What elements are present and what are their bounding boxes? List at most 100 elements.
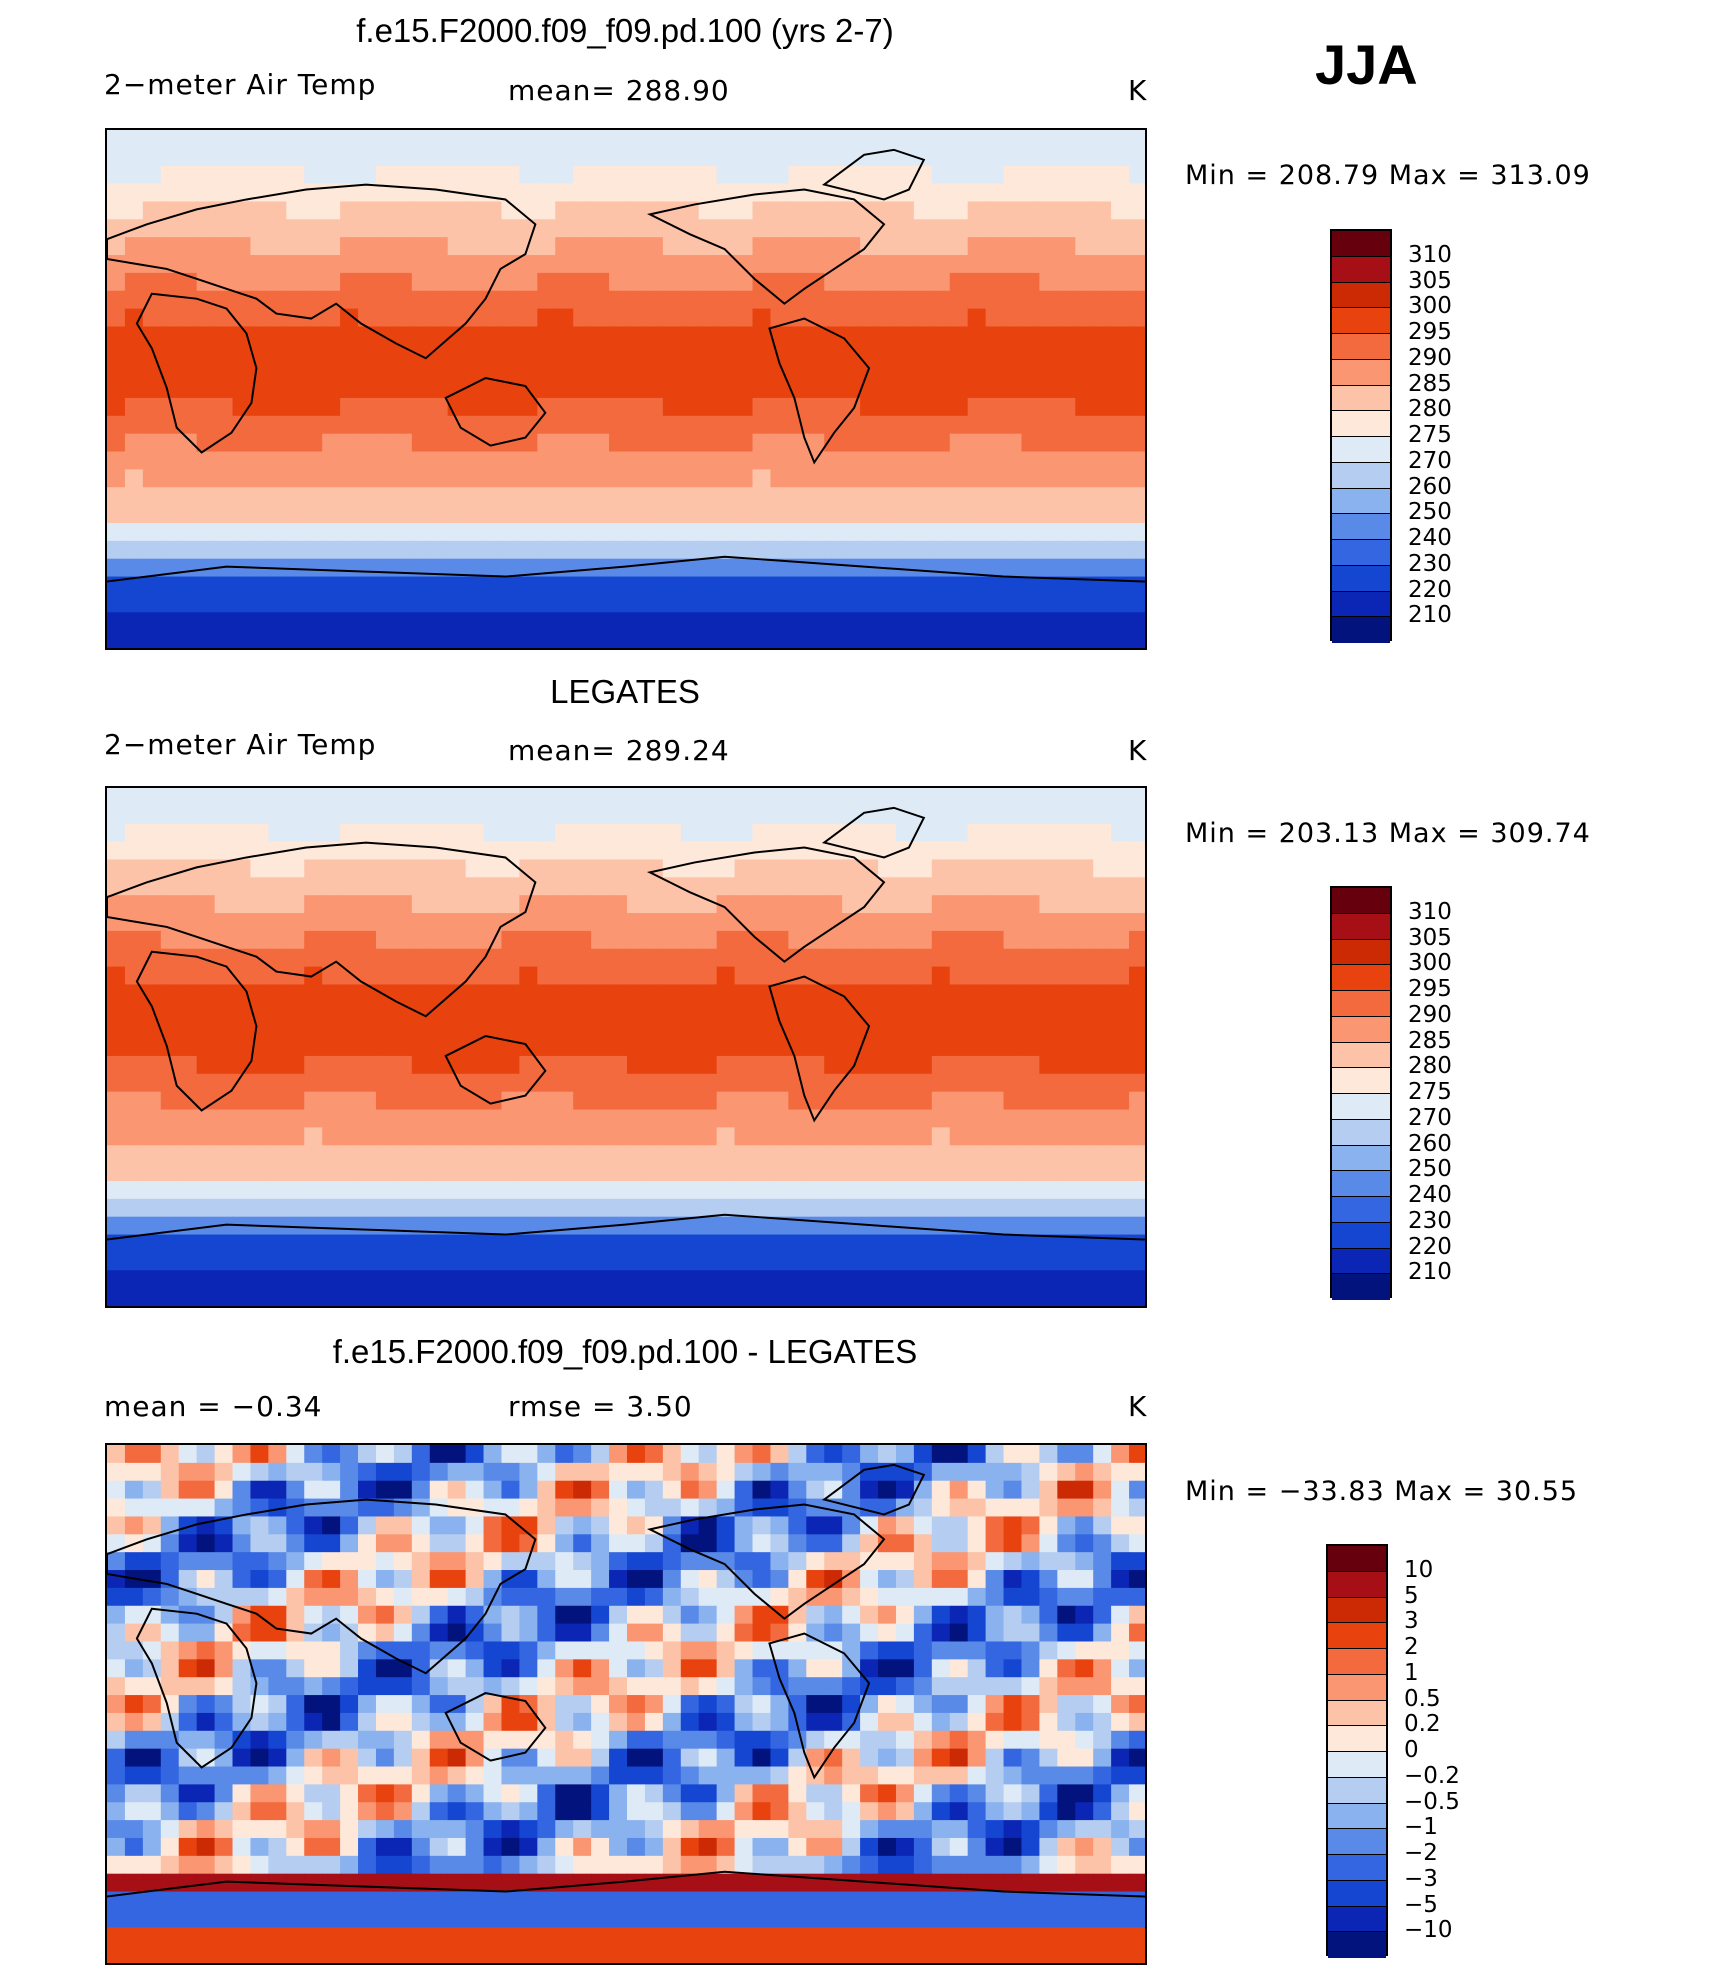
field-cell [895, 877, 915, 896]
field-cell [393, 1552, 413, 1571]
field-cell [752, 612, 771, 631]
field-cell [698, 630, 718, 648]
field-cell [124, 1270, 144, 1289]
field-cell [340, 1216, 359, 1236]
field-cell [196, 1002, 216, 1021]
field-cell [196, 469, 216, 488]
field-cell [644, 930, 664, 950]
field-cell [716, 805, 736, 825]
field-cell [483, 1180, 502, 1200]
field-cell [752, 788, 771, 807]
field-cell [573, 272, 592, 292]
field-cell [716, 788, 736, 807]
field-cell [752, 1748, 771, 1768]
field-cell [770, 1462, 789, 1482]
colorbar-swatch [1332, 1145, 1390, 1172]
field-cell [555, 1891, 574, 1910]
field-cell [1075, 165, 1094, 185]
field-cell [1021, 1534, 1040, 1553]
field-cell [770, 1873, 789, 1893]
panel-1-units: K [1128, 74, 1148, 107]
field-cell [734, 326, 754, 345]
field-cell [214, 540, 234, 560]
field-cell [716, 540, 736, 560]
field-cell [1075, 380, 1094, 399]
colorbar-swatch [1332, 1274, 1390, 1300]
field-cell [519, 1873, 538, 1893]
field-cell [124, 1516, 144, 1535]
field-cell [949, 948, 969, 968]
field-cell [1003, 183, 1022, 202]
field-cell [662, 1002, 682, 1021]
field-cell [286, 859, 305, 878]
field-cell [1003, 397, 1022, 417]
colorbar-tick-label: 305 [1408, 267, 1452, 294]
field-cell [895, 1055, 915, 1075]
field-cell [196, 558, 216, 578]
field-cell [465, 290, 485, 310]
panel-3-units: K [1128, 1390, 1148, 1423]
field-cell [1039, 1712, 1058, 1732]
field-cell [447, 1020, 467, 1039]
field-cell [178, 895, 198, 914]
field-cell [124, 522, 144, 542]
panel-1-minmax: Min = 208.79 Max = 313.09 [1185, 160, 1591, 191]
field-cell [340, 487, 359, 506]
field-cell [447, 1909, 467, 1928]
field-cell [734, 859, 754, 878]
field-cell [931, 1695, 951, 1714]
field-cell [1129, 1605, 1145, 1625]
field-cell [770, 630, 789, 648]
field-cell [842, 1516, 861, 1535]
field-cell [1111, 1516, 1130, 1535]
field-cell [1093, 630, 1112, 648]
field-cell [340, 1234, 359, 1253]
field-cell [286, 237, 305, 256]
field-cell [806, 362, 825, 381]
field-cell [1129, 1288, 1145, 1306]
field-cell [178, 183, 198, 202]
field-cell [949, 1270, 969, 1289]
field-cell [304, 201, 323, 220]
field-cell [716, 308, 736, 327]
field-cell [429, 415, 449, 435]
field-cell [1057, 966, 1076, 985]
field-cell [662, 397, 682, 417]
field-cell [286, 362, 305, 381]
field-cell [268, 1073, 287, 1093]
field-cell [501, 1288, 520, 1306]
field-cell [931, 1766, 951, 1785]
field-cell [1129, 1216, 1145, 1236]
field-cell [322, 1252, 341, 1271]
field-cell [734, 1820, 754, 1839]
field-cell [1039, 433, 1058, 453]
field-cell [949, 1127, 969, 1146]
field-cell [716, 1288, 736, 1306]
field-cell [591, 1712, 610, 1732]
field-cell [358, 1837, 377, 1857]
field-cell [483, 1677, 502, 1696]
field-cell [985, 1055, 1005, 1075]
field-cell [949, 1784, 969, 1803]
field-cell [573, 895, 592, 914]
field-cell [1129, 1180, 1145, 1200]
field-cell [393, 1234, 413, 1253]
field-cell [555, 1234, 574, 1253]
field-cell [734, 788, 754, 807]
colorbar-tick-label: 260 [1408, 1130, 1452, 1157]
field-cell [196, 326, 216, 345]
field-cell [752, 1552, 771, 1571]
field-cell [591, 1802, 610, 1821]
field-cell [358, 1445, 377, 1464]
field-cell [483, 594, 502, 613]
field-cell [609, 612, 628, 631]
field-cell [286, 1891, 305, 1910]
field-cell [1129, 1091, 1145, 1111]
field-cell [680, 1659, 700, 1678]
panel-2-mean-label: mean= 289.24 [508, 734, 730, 767]
field-cell [860, 522, 879, 542]
field-cell [591, 1462, 610, 1482]
field-cell [662, 1552, 682, 1571]
field-cell [626, 380, 646, 399]
field-cell [411, 1748, 431, 1768]
